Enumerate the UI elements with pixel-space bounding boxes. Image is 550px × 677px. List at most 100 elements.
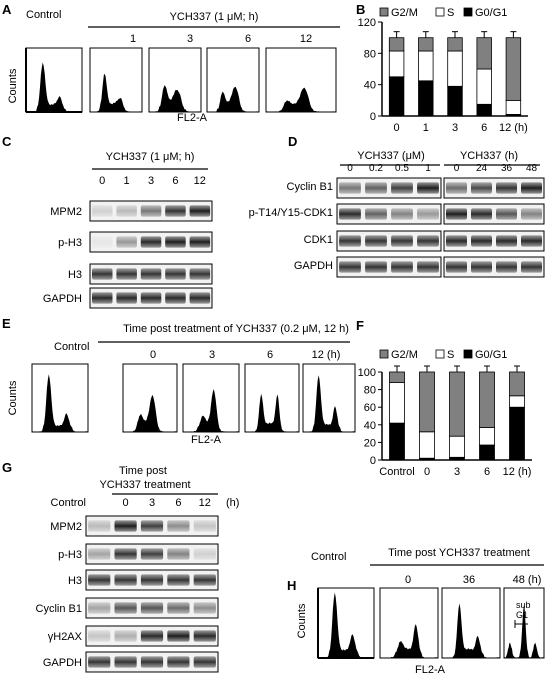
bar-segment-s xyxy=(388,50,405,78)
timepoint-label: 6 xyxy=(245,33,251,45)
blot-band xyxy=(446,182,467,194)
bar-segment-g2m xyxy=(419,371,435,433)
flow-histogram xyxy=(503,587,545,659)
bar-segment-g0g1 xyxy=(447,85,463,117)
blot-band xyxy=(167,602,190,614)
blot-band xyxy=(471,235,492,247)
flow-histogram xyxy=(148,47,202,113)
blot-band xyxy=(365,235,387,247)
lane-label: 0 xyxy=(347,163,353,174)
panel-label-f: F xyxy=(356,318,364,333)
flow-header: YCH337 (1 μM; h) xyxy=(170,11,259,23)
flow-histograms xyxy=(317,587,545,659)
blot-band xyxy=(391,182,413,194)
timepoint-label: 3 xyxy=(187,33,193,45)
blot-band xyxy=(88,574,111,586)
legend-label: S xyxy=(447,349,454,361)
blot-band xyxy=(140,602,164,614)
protein-label: Cyclin B1 xyxy=(287,181,333,193)
bar-segment-g0g1 xyxy=(449,456,465,461)
blot-band xyxy=(88,548,111,560)
x-tick-label: 0 xyxy=(424,466,430,478)
legend-label: G0/G1 xyxy=(475,349,507,361)
blot-header-line2: YCH337 treatment xyxy=(99,479,190,491)
blot-band xyxy=(114,630,137,642)
blot-band xyxy=(165,268,186,280)
timepoint-label: 6 xyxy=(267,349,273,361)
lane-label: 48 xyxy=(526,163,538,174)
blot-strip xyxy=(89,231,213,253)
bar-segment-g0g1 xyxy=(388,76,405,117)
lane-label: 0 xyxy=(454,163,460,174)
timepoint-label: 3 xyxy=(209,349,215,361)
protein-label: H3 xyxy=(68,269,82,281)
blot-band xyxy=(496,235,517,247)
x-tick-label: 6 xyxy=(484,466,490,478)
blot-band xyxy=(140,268,162,280)
flow-control-label: Control xyxy=(26,9,61,21)
blot-band xyxy=(417,261,439,273)
x-axis-label: FL2-A xyxy=(191,434,222,446)
lane-label: 1 xyxy=(425,163,431,174)
flow-histogram xyxy=(265,47,337,113)
x-axis-label: FL2-A xyxy=(177,112,208,124)
y-axis-label: Counts xyxy=(296,603,308,638)
lane-label: 6 xyxy=(175,497,181,509)
blot-band xyxy=(165,236,186,248)
panel-d: D YCH337 (μM) YCH337 (h) 0 0.2 0.5 1 0 24 36 48… xyxy=(249,134,545,278)
blot-band xyxy=(521,208,542,220)
legend-label: G0/G1 xyxy=(475,7,507,19)
blot-band xyxy=(114,520,137,532)
bar-segment-s xyxy=(509,395,525,408)
blot-band xyxy=(167,574,190,586)
blot-band xyxy=(446,208,467,220)
row-labels: MPM2 p-H3 H3 Cyclin B1 γH2AX GAPDH xyxy=(36,521,83,669)
blot-band xyxy=(193,630,216,642)
legend-label: G2/M xyxy=(391,349,418,361)
lane-labels: 0 0.2 0.5 1 0 24 36 48 xyxy=(347,163,537,174)
panel-label-e: E xyxy=(2,316,11,331)
bar-segment-s xyxy=(479,426,495,446)
blot-band xyxy=(339,208,361,220)
subg1-label: G1 xyxy=(516,610,528,620)
bar-segment-s xyxy=(447,50,463,87)
blot-strip xyxy=(443,203,545,225)
blot-strip xyxy=(85,515,219,537)
blot-band xyxy=(114,548,137,560)
blot-band xyxy=(189,205,211,217)
lane-label: 36 xyxy=(501,163,513,174)
lane-label: 3 xyxy=(148,175,154,187)
protein-label: p-H3 xyxy=(58,237,82,249)
blot-band xyxy=(116,205,137,217)
blot-strip xyxy=(443,177,545,199)
panel-e: E Control Time post treatment of YCH337 … xyxy=(2,316,356,446)
blot-header-line1: Time post xyxy=(119,465,167,477)
legend-swatch xyxy=(435,349,445,359)
blot-band xyxy=(193,656,216,668)
timepoint-label: 48 (h) xyxy=(513,574,542,586)
lane-labels: 0 1 3 6 12 xyxy=(99,175,206,187)
blot-band xyxy=(114,574,137,586)
blot-strip xyxy=(336,177,442,199)
subg1-label: sub xyxy=(516,600,531,610)
blot-band xyxy=(446,261,467,273)
blot-band xyxy=(116,236,137,248)
blot-band xyxy=(521,182,542,194)
bar-segment-g0g1 xyxy=(479,444,495,461)
blot-band xyxy=(365,261,387,273)
blot-band xyxy=(391,208,413,220)
lane-label: 0 xyxy=(123,497,129,509)
blot-band xyxy=(496,261,517,273)
bar-segment-s xyxy=(419,431,435,459)
lane-label: Control xyxy=(51,497,86,509)
timepoint-label: 12 (h) xyxy=(312,349,341,361)
row-labels: MPM2 p-H3 H3 GAPDH xyxy=(43,206,82,305)
lane-label: 0.5 xyxy=(395,163,409,174)
y-tick-label: 40 xyxy=(364,420,376,432)
legend-swatch xyxy=(379,7,389,17)
lane-label: 1 xyxy=(124,175,130,187)
bar-segment-g2m xyxy=(447,37,463,52)
protein-label: CDK1 xyxy=(304,234,333,246)
blot-band xyxy=(88,656,111,668)
